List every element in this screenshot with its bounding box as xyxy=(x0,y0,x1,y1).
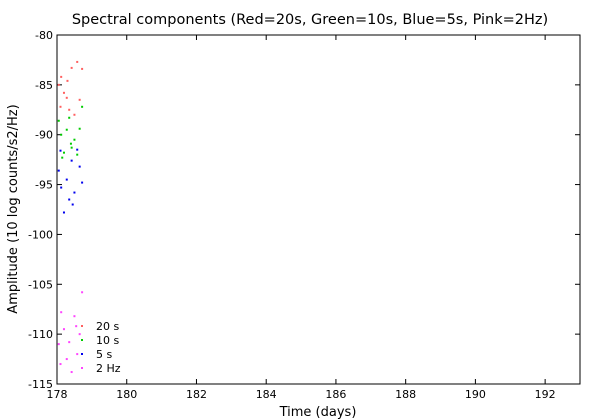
y-tick-label: -100 xyxy=(28,228,53,241)
legend-marker xyxy=(81,339,83,341)
data-point xyxy=(65,128,68,131)
data-point xyxy=(62,151,65,154)
y-tick-label: -85 xyxy=(35,79,53,92)
data-point xyxy=(59,105,62,108)
data-point xyxy=(60,75,63,78)
data-point xyxy=(62,211,65,214)
data-point xyxy=(60,186,63,189)
legend-label: 20 s xyxy=(96,320,119,333)
data-points xyxy=(57,60,84,374)
y-tick-label: -80 xyxy=(35,29,53,42)
data-point xyxy=(57,119,60,122)
data-point xyxy=(70,146,73,149)
data-point xyxy=(68,198,71,201)
data-point xyxy=(73,138,76,141)
data-point xyxy=(60,311,63,314)
data-point xyxy=(68,341,71,344)
data-point xyxy=(65,96,68,99)
plot-area xyxy=(56,34,581,385)
data-point xyxy=(61,156,64,159)
data-point xyxy=(76,148,79,151)
legend-marker xyxy=(81,353,83,355)
x-tick-label: 178 xyxy=(47,388,68,401)
data-point xyxy=(73,191,76,194)
data-point xyxy=(70,66,73,69)
x-tick-label: 180 xyxy=(116,388,137,401)
data-point xyxy=(65,358,68,361)
data-point xyxy=(62,328,65,331)
y-tick-label: -110 xyxy=(28,328,53,341)
y-tick-label: -115 xyxy=(28,378,53,391)
data-point xyxy=(59,149,62,152)
data-point xyxy=(78,127,81,130)
data-point xyxy=(69,142,72,145)
y-tick-label: -105 xyxy=(28,278,53,291)
y-tick-label: -95 xyxy=(35,179,53,192)
data-point xyxy=(81,181,84,184)
y-tick-label: -90 xyxy=(35,129,53,142)
data-point xyxy=(68,116,71,119)
data-point xyxy=(76,153,79,156)
x-tick-label: 184 xyxy=(256,388,277,401)
x-tick-label: 182 xyxy=(186,388,207,401)
data-point xyxy=(78,333,81,336)
data-point xyxy=(81,105,84,108)
legend-marker xyxy=(81,367,83,369)
data-point xyxy=(62,91,65,94)
data-point xyxy=(75,325,78,328)
y-axis-label: Amplitude (10 log counts/s2/Hz) xyxy=(6,104,21,313)
data-point xyxy=(57,169,60,172)
legend-marker xyxy=(81,325,83,327)
x-tick-label: 190 xyxy=(465,388,486,401)
x-tick-label: 192 xyxy=(535,388,556,401)
x-tick-label: 188 xyxy=(395,388,416,401)
legend-label: 10 s xyxy=(96,334,119,347)
data-point xyxy=(59,363,62,366)
data-point xyxy=(81,67,84,70)
data-point xyxy=(78,165,81,168)
legend: 20 s10 s5 s2 Hz xyxy=(81,320,121,375)
x-axis: 178 180 182 184 186 188 190 192 xyxy=(47,35,556,401)
chart-title: Spectral components (Red=20s, Green=10s,… xyxy=(72,12,548,28)
data-point xyxy=(57,343,60,346)
data-point xyxy=(76,353,79,356)
data-point xyxy=(73,315,76,318)
data-point xyxy=(66,79,69,82)
x-tick-label: 186 xyxy=(325,388,346,401)
data-point xyxy=(73,113,76,116)
legend-label: 5 s xyxy=(96,348,112,361)
legend-label: 2 Hz xyxy=(96,362,121,375)
data-point xyxy=(81,291,84,294)
data-point xyxy=(78,98,81,101)
data-point xyxy=(57,83,60,86)
data-point xyxy=(76,60,79,63)
data-point xyxy=(70,159,73,162)
data-point xyxy=(70,371,73,374)
x-axis-label: Time (days) xyxy=(279,405,357,420)
data-point xyxy=(71,203,74,206)
y-axis: -80 -85 -90 -95 -100 -105 -110 -115 xyxy=(28,29,580,391)
data-point xyxy=(68,108,71,111)
data-point xyxy=(65,178,68,181)
data-point xyxy=(60,133,63,136)
